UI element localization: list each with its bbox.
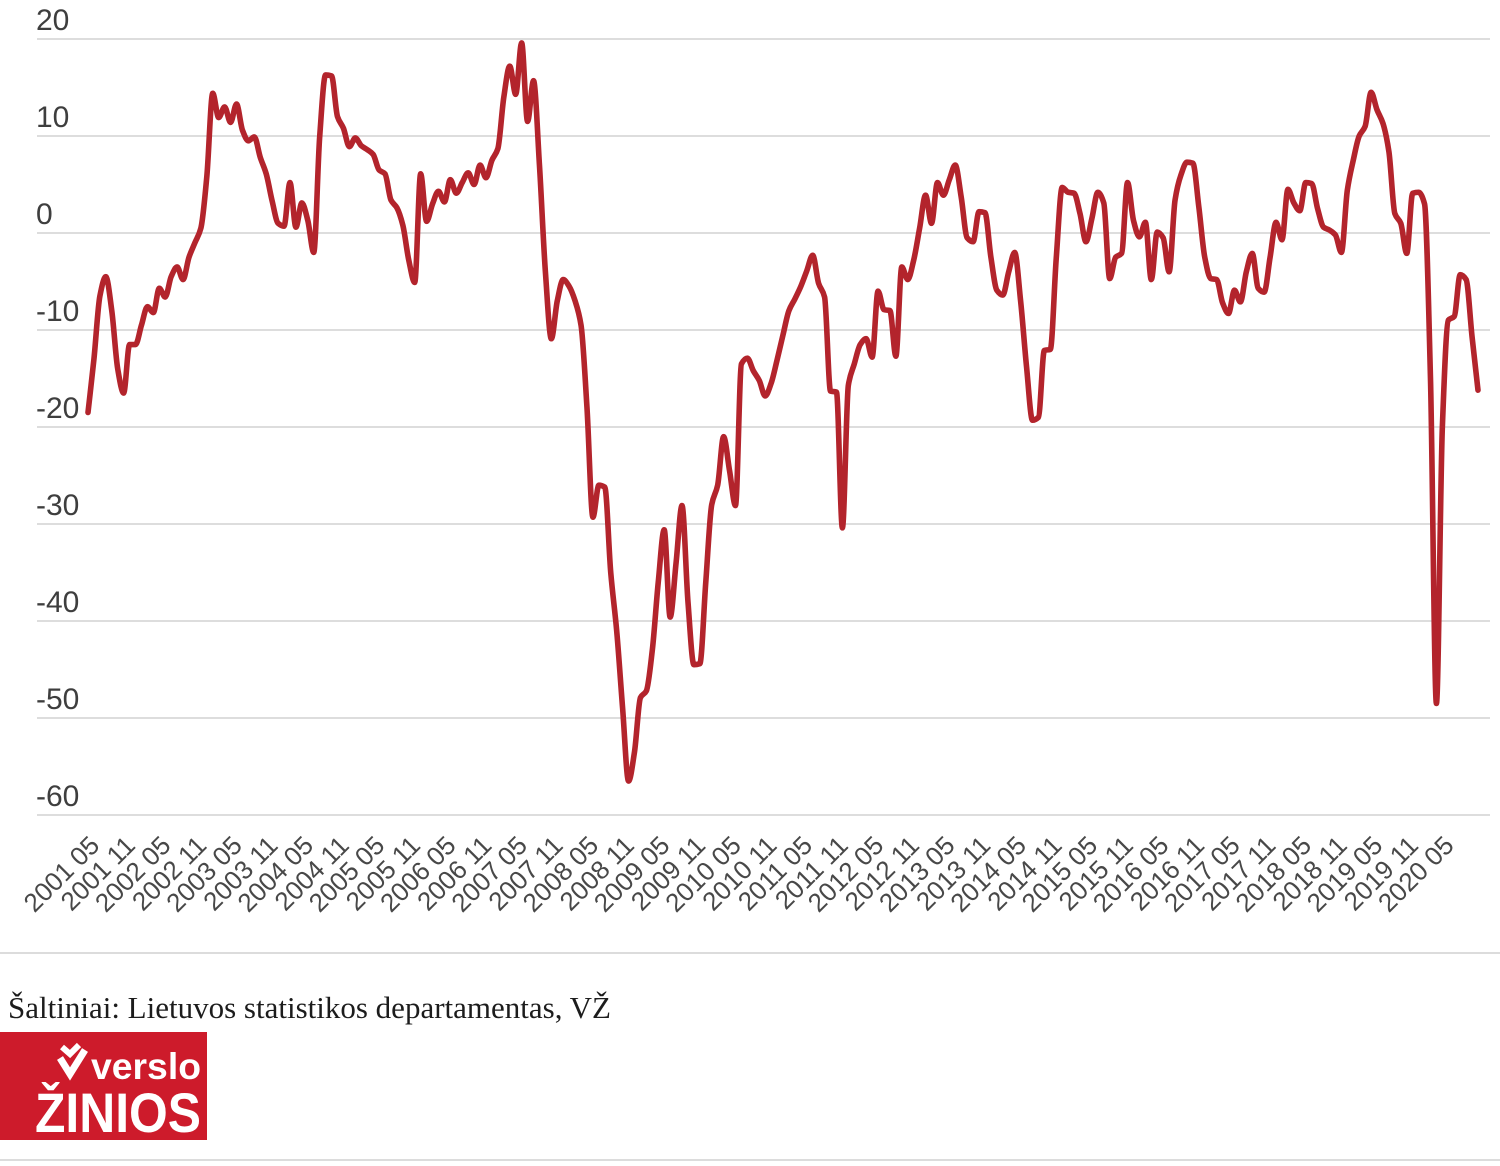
verslo-zinios-logo: verslo ŽINIOS (0, 1032, 207, 1140)
y-tick-label: 10 (36, 101, 69, 134)
data-line (85, 40, 1481, 784)
y-tick-label: -30 (36, 489, 79, 522)
divider-line-bottom (0, 1159, 1500, 1161)
y-tick-label: -20 (36, 392, 79, 425)
logo-caron-icon (60, 1042, 82, 1059)
logo-line2-text: ŽINIOS (35, 1081, 201, 1140)
logo-line1-text: verslo (91, 1046, 201, 1087)
data-line-group (85, 40, 1481, 784)
y-tick-label: -50 (36, 683, 79, 716)
logo-background (0, 1032, 207, 1140)
gridlines-group (37, 38, 1490, 816)
y-tick-label: 0 (36, 198, 53, 231)
logo-check-icon (57, 1048, 88, 1081)
y-tick-label: -60 (36, 780, 79, 813)
y-axis-labels: 20 10 0 -10 -20 -30 -40 -50 -60 (36, 4, 79, 813)
y-tick-label: 20 (36, 4, 69, 37)
y-tick-label: -10 (36, 295, 79, 328)
y-tick-label: -40 (36, 586, 79, 619)
source-text: Šaltiniai: Lietuvos statistikos departam… (8, 990, 611, 1025)
divider-line-top (0, 952, 1500, 954)
